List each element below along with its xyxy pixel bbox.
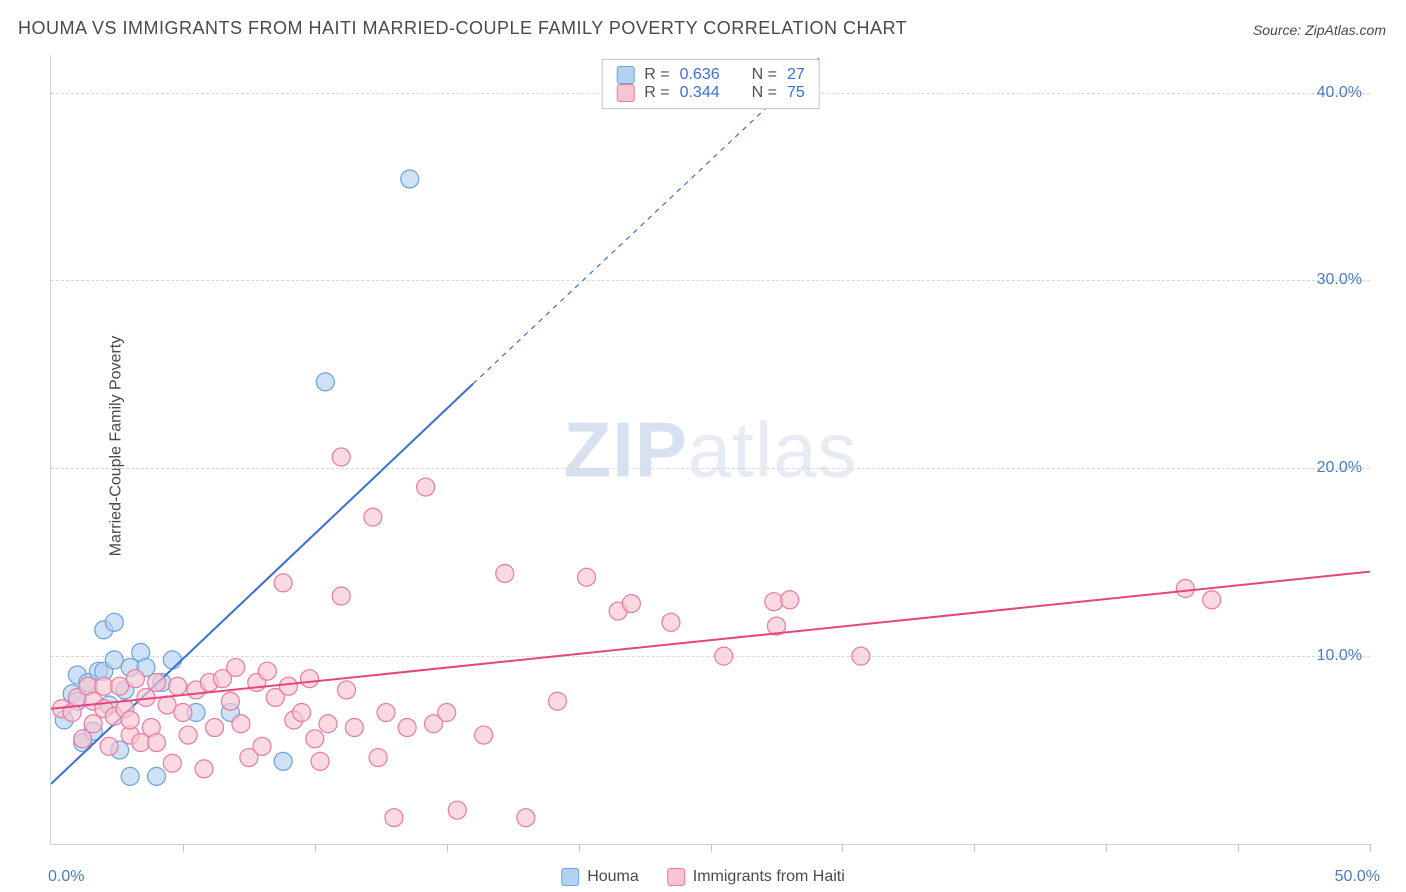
legend-row-haiti: R = 0.344 N = 75 — [616, 84, 805, 102]
data-point — [227, 658, 245, 676]
chart-title: HOUMA VS IMMIGRANTS FROM HAITI MARRIED-C… — [18, 18, 907, 39]
data-point — [448, 801, 466, 819]
data-point — [100, 737, 118, 755]
data-point — [548, 692, 566, 710]
data-point — [319, 715, 337, 733]
data-point — [377, 704, 395, 722]
x-tick — [447, 844, 448, 852]
data-point — [578, 568, 596, 586]
data-point — [715, 647, 733, 665]
data-point — [111, 677, 129, 695]
swatch-blue-icon — [561, 868, 579, 886]
data-point — [293, 704, 311, 722]
data-point — [417, 478, 435, 496]
n-value-houma: 27 — [787, 66, 805, 84]
n-value-haiti: 75 — [787, 84, 805, 102]
series-legend: Houma Immigrants from Haiti — [561, 868, 845, 886]
data-point — [158, 696, 176, 714]
x-tick-max: 50.0% — [1335, 868, 1380, 886]
data-point — [311, 752, 329, 770]
x-tick — [315, 844, 316, 852]
data-point — [345, 719, 363, 737]
data-point — [163, 754, 181, 772]
data-point — [475, 726, 493, 744]
x-tick — [183, 844, 184, 852]
r-value-houma: 0.636 — [680, 66, 720, 84]
legend-label-haiti: Immigrants from Haiti — [693, 868, 845, 886]
r-value-haiti: 0.344 — [680, 84, 720, 102]
x-tick-min: 0.0% — [48, 868, 84, 886]
data-point — [206, 719, 224, 737]
data-point — [1203, 591, 1221, 609]
data-point — [332, 587, 350, 605]
x-tick — [1370, 844, 1371, 852]
x-tick — [579, 844, 580, 852]
source-label: Source: ZipAtlas.com — [1253, 22, 1386, 38]
data-point — [369, 749, 387, 767]
data-point — [232, 715, 250, 733]
data-point — [126, 670, 144, 688]
scatter-svg — [51, 55, 1370, 844]
data-point — [398, 719, 416, 737]
data-point — [401, 170, 419, 188]
data-point — [148, 734, 166, 752]
data-point — [496, 564, 514, 582]
x-tick — [974, 844, 975, 852]
data-point — [179, 726, 197, 744]
x-tick — [711, 844, 712, 852]
data-point — [148, 673, 166, 691]
x-tick — [1106, 844, 1107, 852]
correlation-legend: R = 0.636 N = 27 R = 0.344 N = 75 — [601, 59, 820, 109]
data-point — [279, 677, 297, 695]
data-point — [274, 574, 292, 592]
n-label: N = — [752, 84, 777, 102]
plot-area: ZIPatlas R = 0.636 N = 27 R = 0.344 N = … — [50, 55, 1370, 845]
chart-container: HOUMA VS IMMIGRANTS FROM HAITI MARRIED-C… — [0, 0, 1406, 892]
data-point — [765, 593, 783, 611]
data-point — [332, 448, 350, 466]
data-point — [74, 730, 92, 748]
data-point — [662, 613, 680, 631]
trend-line — [51, 572, 1370, 709]
data-point — [274, 752, 292, 770]
data-point — [622, 595, 640, 613]
data-point — [121, 711, 139, 729]
data-point — [1176, 580, 1194, 598]
data-point — [301, 670, 319, 688]
swatch-pink-icon — [667, 868, 685, 886]
x-tick — [842, 844, 843, 852]
data-point — [84, 715, 102, 733]
data-point — [253, 737, 271, 755]
data-point — [105, 651, 123, 669]
data-point — [105, 613, 123, 631]
legend-label-houma: Houma — [587, 868, 639, 886]
legend-item-houma: Houma — [561, 868, 639, 886]
data-point — [174, 704, 192, 722]
data-point — [852, 647, 870, 665]
data-point — [306, 730, 324, 748]
data-point — [781, 591, 799, 609]
r-label: R = — [644, 84, 669, 102]
data-point — [517, 809, 535, 827]
data-point — [148, 767, 166, 785]
data-point — [221, 692, 239, 710]
swatch-pink-icon — [616, 84, 634, 102]
n-label: N = — [752, 66, 777, 84]
data-point — [169, 677, 187, 695]
r-label: R = — [644, 66, 669, 84]
swatch-blue-icon — [616, 66, 634, 84]
data-point — [121, 767, 139, 785]
data-point — [438, 704, 456, 722]
data-point — [195, 760, 213, 778]
legend-row-houma: R = 0.636 N = 27 — [616, 66, 805, 84]
data-point — [385, 809, 403, 827]
data-point — [163, 651, 181, 669]
data-point — [258, 662, 276, 680]
data-point — [316, 373, 334, 391]
legend-item-haiti: Immigrants from Haiti — [667, 868, 845, 886]
data-point — [364, 508, 382, 526]
x-tick — [1238, 844, 1239, 852]
data-point — [337, 681, 355, 699]
